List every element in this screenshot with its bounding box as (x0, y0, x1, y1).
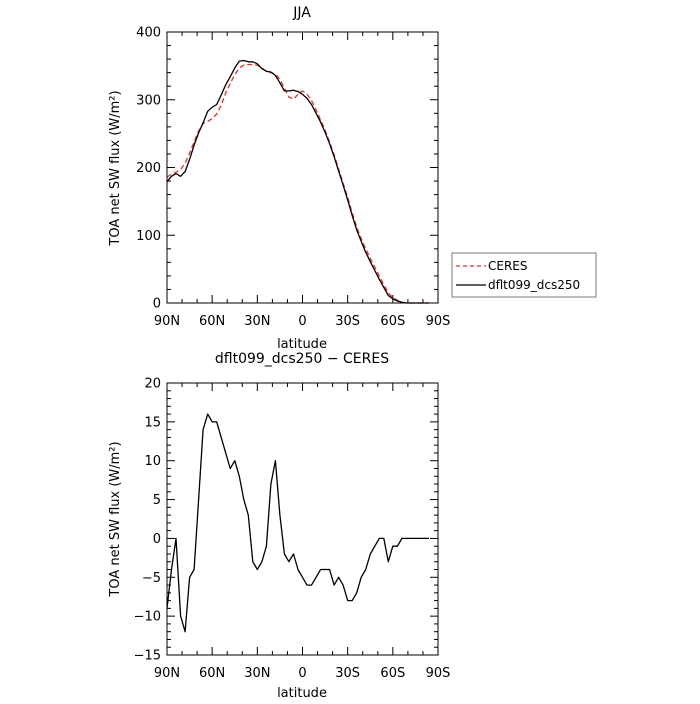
series-line-difference (166, 413, 429, 633)
legend: CERES dflt099_dcs250 (451, 252, 597, 298)
y-tick-label: 20 (144, 377, 161, 392)
x-tick-label: 90N (154, 314, 180, 329)
x-tick-label: 30S (335, 666, 360, 681)
top-plot-frame (166, 31, 439, 304)
y-tick-label: 100 (136, 229, 161, 244)
x-tick-label: 90N (154, 666, 180, 681)
top-title: JJA (292, 5, 311, 21)
series-line-ceres (166, 63, 429, 304)
y-tick-label: 400 (136, 26, 161, 41)
x-tick-label: 60N (199, 666, 225, 681)
x-tick-label: 30N (244, 666, 270, 681)
top-ylabel: TOA net SW flux (W/m²) (108, 90, 123, 246)
bottom-xlabel: latitude (277, 686, 327, 700)
x-tick-label: 90S (426, 666, 451, 681)
bottom-plot-frame (166, 382, 439, 656)
bottom-x-tick-labels: 90N 60N 30N 0 30S 60S 90S (154, 666, 451, 681)
legend-label-model: dflt099_dcs250 (488, 278, 580, 292)
y-tick-label: 15 (144, 415, 161, 430)
legend-label-ceres: CERES (488, 259, 528, 273)
x-tick-label: 0 (298, 314, 306, 329)
bottom-panel: dflt099_dcs250 − CERES latitude TOA net … (108, 351, 451, 701)
y-tick-label: 10 (144, 454, 161, 469)
bottom-ylabel: TOA net SW flux (W/m²) (108, 441, 123, 597)
y-tick-label: −15 (134, 649, 161, 664)
x-tick-label: 30S (335, 314, 360, 329)
top-series-lines (166, 59, 429, 304)
top-x-tick-labels: 90N 60N 30N 0 30S 60S 90S (154, 314, 451, 329)
bottom-title: dflt099_dcs250 − CERES (215, 351, 389, 367)
x-tick-label: 60S (380, 314, 405, 329)
bottom-y-tick-labels: −15 −10 −5 0 5 10 15 20 (134, 377, 161, 664)
legend-box (451, 252, 597, 298)
bottom-axis-ticks (166, 382, 439, 656)
y-tick-label: 200 (136, 161, 161, 176)
top-y-tick-labels: 0 100 200 300 400 (136, 26, 161, 312)
bottom-series-lines (166, 413, 429, 633)
top-panel: JJA latitude TOA net SW flux (W/m²) 0 100… (108, 5, 450, 352)
x-tick-label: 30N (244, 314, 270, 329)
series-line-dflt099-dcs250 (166, 59, 429, 304)
y-tick-label: −5 (142, 571, 161, 586)
y-tick-label: 0 (153, 532, 161, 547)
y-tick-label: 0 (153, 297, 161, 312)
y-tick-label: −10 (134, 610, 161, 625)
y-tick-label: 5 (153, 493, 161, 508)
top-xlabel: latitude (277, 337, 327, 352)
x-tick-label: 60S (380, 666, 405, 681)
x-tick-label: 90S (426, 314, 451, 329)
y-tick-label: 300 (136, 93, 161, 108)
top-axis-ticks (166, 31, 439, 304)
x-tick-label: 60N (199, 314, 225, 329)
x-tick-label: 0 (298, 666, 306, 681)
